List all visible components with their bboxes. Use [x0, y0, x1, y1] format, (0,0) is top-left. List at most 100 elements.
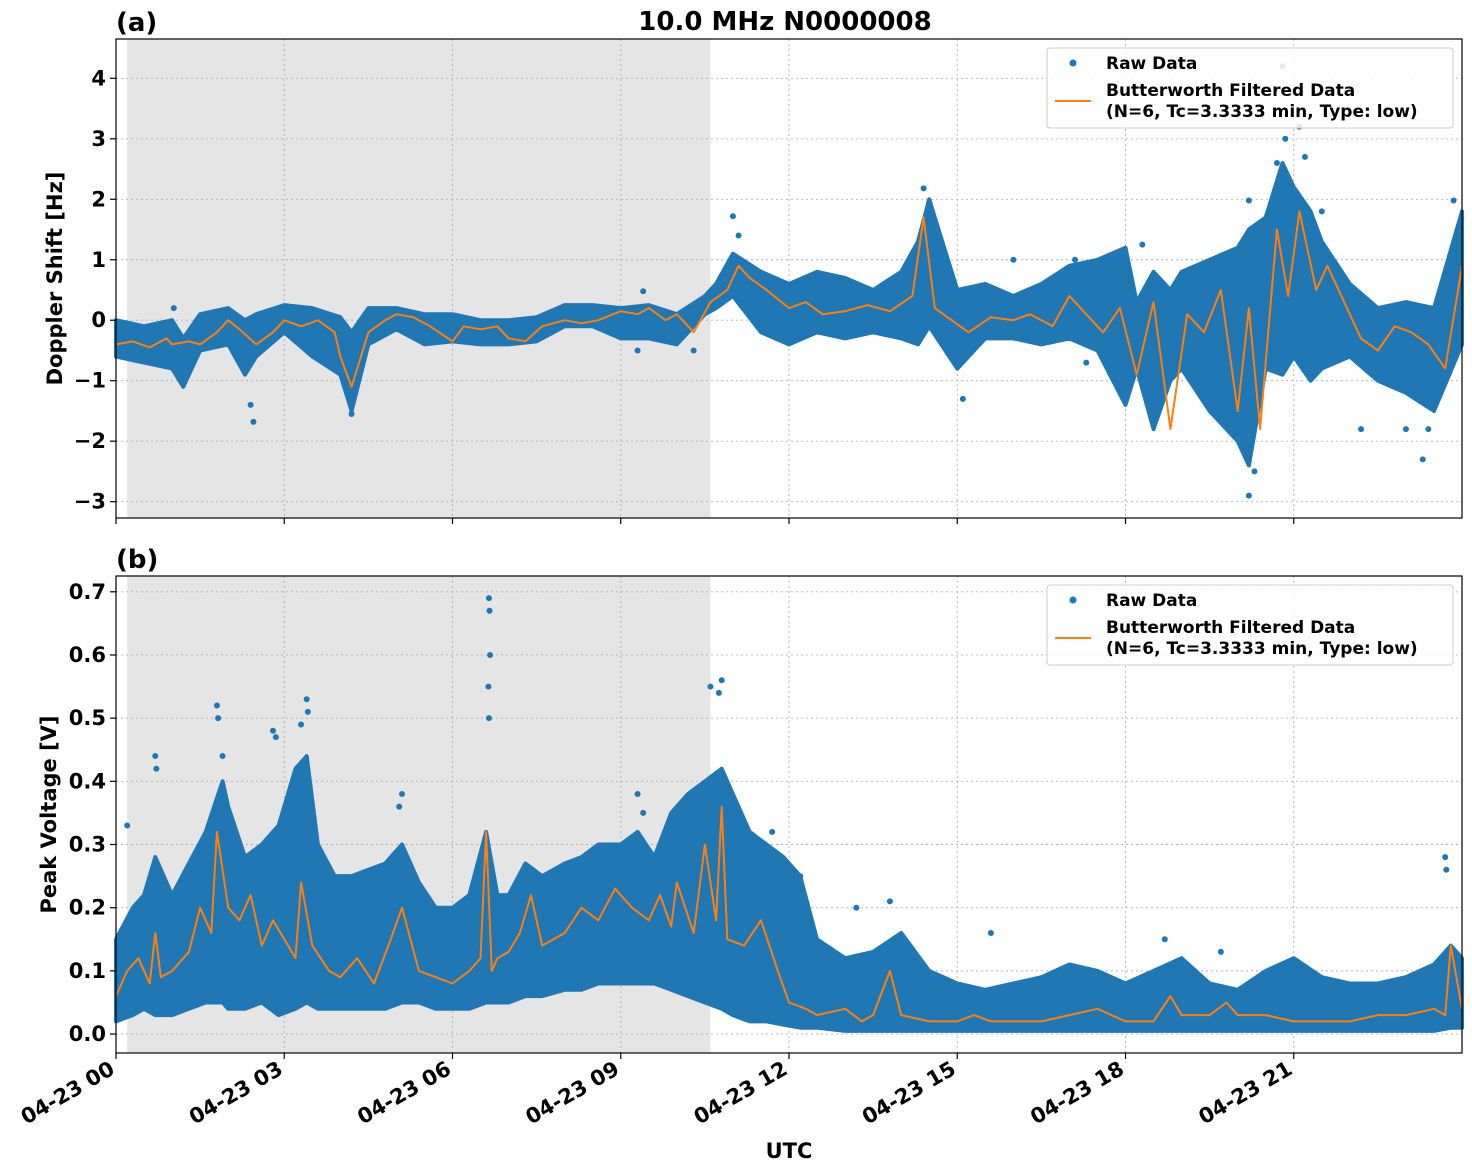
panel-b-legend-raw-label: Raw Data	[1106, 591, 1197, 611]
panel-a-legend-box	[1046, 47, 1454, 129]
panel-a-raw-point-23	[1273, 159, 1280, 166]
panel-b-raw-point-3	[213, 702, 220, 709]
panel-a-raw-point-16	[1212, 365, 1219, 372]
panel-a-legend-filtered-label: Butterworth Filtered Data	[1106, 81, 1355, 101]
panel-b-raw-point-2	[153, 765, 160, 772]
panel-a-label: (a)	[116, 8, 157, 38]
panel-b-raw-point-12	[396, 803, 403, 810]
panel-a-raw-point-1	[247, 401, 254, 408]
panel-b-raw-point-0	[124, 822, 131, 829]
panel-b-raw-point-6	[270, 727, 277, 734]
panel-b-raw-point-15	[487, 651, 494, 658]
panel-a-raw-data-outliers	[170, 63, 1457, 499]
panel-a-legend-filtered-params: (N=6, Tc=3.3333 min, Type: low)	[1106, 102, 1418, 122]
panel-a-raw-point-8	[735, 232, 742, 239]
panel-a-raw-point-7	[729, 213, 736, 220]
panel-a-doppler-shift: −3 −2 −1 0 1 2 3 4 (a) Doppler Shift [Hz] Raw D…	[43, 8, 1464, 524]
panel-b-raw-point-24	[797, 873, 804, 880]
panel-b-label: (b)	[116, 545, 158, 575]
panel-a-raw-point-27	[1358, 426, 1365, 433]
panel-b-raw-point-13	[485, 595, 492, 602]
panel-a-raw-point-3	[348, 410, 355, 417]
panel-a-raw-point-13	[1010, 256, 1017, 263]
panel-a-ytick-label-4: 1	[91, 248, 106, 272]
panel-b-raw-point-1	[152, 753, 159, 760]
panel-b-raw-point-7	[272, 734, 279, 741]
panel-b-legend: Raw Data Butterworth Filtered Data (N=6,…	[1046, 584, 1454, 666]
panel-a-ytick-label-3: 0	[91, 308, 106, 332]
panel-b-raw-point-4	[215, 715, 222, 722]
panel-b-raw-point-5	[219, 753, 226, 760]
panel-b-raw-point-9	[304, 708, 311, 715]
panel-b-raw-point-21	[718, 677, 725, 684]
panel-b-ytick-label-3: 0.3	[69, 833, 106, 857]
panel-a-raw-point-19	[1245, 197, 1252, 204]
panel-b-ytick-label-5: 0.5	[69, 706, 106, 730]
panel-b-y-axis-label: Peak Voltage [V]	[37, 715, 61, 913]
x-tick-labels: 04-23 00 04-23 03 04-23 06 04-23 09 04-23 12…	[17, 1057, 1297, 1130]
x-tick-label-1: 04-23 03	[185, 1057, 287, 1130]
panel-a-filtered-line	[115, 210, 1463, 431]
panel-b-raw-point-30	[1217, 948, 1224, 955]
panel-b-ytick-label-2: 0.2	[69, 896, 106, 920]
panel-b-raw-point-20	[707, 683, 714, 690]
x-axis-label: UTC	[766, 1139, 813, 1163]
panel-a-raw-point-2	[250, 418, 257, 425]
panel-a-raw-point-12	[1083, 359, 1090, 366]
panel-a-shaded-region	[127, 39, 711, 518]
panel-b-legend-filtered-params: (N=6, Tc=3.3333 min, Type: low)	[1106, 639, 1418, 659]
panel-b-raw-point-18	[634, 790, 641, 797]
panel-a-raw-point-29	[1425, 426, 1432, 433]
panel-b-ytick-label-0: 0.0	[69, 1022, 106, 1046]
panel-a-ytick-label-1: −2	[74, 429, 106, 453]
panel-a-raw-point-17	[1245, 492, 1252, 499]
panel-b-raw-point-10	[298, 721, 305, 728]
panel-a-raw-point-22	[1282, 135, 1289, 142]
x-tick-label-0: 04-23 00	[17, 1057, 119, 1130]
panel-b-filtered-polyline	[115, 805, 1463, 1023]
panel-b-raw-point-16	[485, 683, 492, 690]
panel-a-ytick-label-5: 2	[91, 187, 106, 211]
panel-b-raw-point-27	[903, 948, 910, 955]
panel-a-y-axis-label: Doppler Shift [Hz]	[43, 172, 67, 386]
panel-b-raw-point-28	[987, 929, 994, 936]
panel-b-filtered-line	[115, 805, 1463, 1023]
panel-a-raw-point-11	[959, 395, 966, 402]
panel-a-raw-point-6	[690, 347, 697, 354]
panel-b-legend-filtered-label: Butterworth Filtered Data	[1106, 618, 1355, 638]
x-tick-label-3: 04-23 09	[521, 1057, 623, 1130]
panel-b-ytick-label-1: 0.1	[69, 959, 106, 983]
panel-a-legend-raw-label: Raw Data	[1106, 54, 1197, 74]
panel-b-ytick-label-7: 0.7	[69, 580, 106, 604]
panel-a-ytick-label-7: 4	[91, 66, 106, 90]
panel-a-raw-point-26	[1318, 208, 1325, 215]
panel-b-raw-data-outliers	[124, 595, 1450, 955]
panel-a-raw-point-15	[1139, 241, 1146, 248]
panel-b-legend-box	[1046, 584, 1454, 666]
panel-a-raw-point-30	[1419, 456, 1426, 463]
panel-b-peak-voltage: 0.0 0.1 0.2 0.3 0.4 0.5 0.6 0.7 (b) Peak Voltag…	[37, 545, 1464, 1059]
panel-b-raw-point-19	[640, 809, 647, 816]
x-tick-label-5: 04-23 15	[858, 1057, 960, 1130]
x-tick-label-6: 04-23 18	[1026, 1057, 1128, 1130]
x-tick-label-7: 04-23 21	[1194, 1057, 1296, 1130]
panel-a-raw-point-28	[1402, 426, 1409, 433]
panel-a-raw-point-25	[1301, 153, 1308, 160]
panel-b-raw-point-32	[1443, 866, 1450, 873]
panel-b-ytick-label-4: 0.4	[69, 769, 106, 793]
panel-a-filtered-polyline	[115, 210, 1463, 431]
panel-b-raw-point-29	[1161, 936, 1168, 943]
panel-a-ytick-label-0: −3	[74, 490, 106, 514]
panel-b-ytick-label-6: 0.6	[69, 643, 106, 667]
x-tick-label-4: 04-23 12	[690, 1057, 792, 1130]
panel-a-raw-point-20	[1262, 250, 1269, 257]
figure-title: 10.0 MHz N0000008	[638, 7, 931, 37]
panel-b-raw-point-23	[769, 828, 776, 835]
panel-a-raw-point-31	[1450, 197, 1457, 204]
panel-a-raw-point-4	[640, 288, 647, 295]
panel-a-x-ticks	[115, 518, 1295, 524]
panel-b-raw-point-26	[886, 898, 893, 905]
panel-b-raw-point-31	[1442, 854, 1449, 861]
panel-b-x-ticks	[115, 1053, 1295, 1059]
